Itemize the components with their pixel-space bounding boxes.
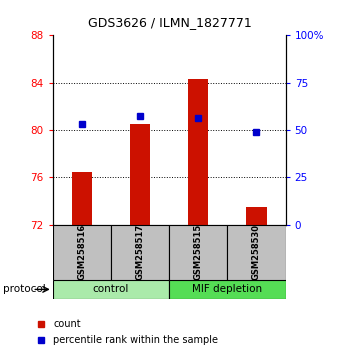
Bar bbox=[227, 225, 286, 280]
Text: control: control bbox=[93, 284, 129, 295]
Text: GSM258515: GSM258515 bbox=[194, 224, 203, 280]
Bar bbox=[169, 225, 227, 280]
Bar bbox=[130, 124, 150, 225]
Bar bbox=[72, 172, 92, 225]
Text: count: count bbox=[53, 319, 81, 329]
Text: GDS3626 / ILMN_1827771: GDS3626 / ILMN_1827771 bbox=[88, 16, 252, 29]
Bar bbox=[53, 280, 169, 299]
Bar bbox=[169, 280, 286, 299]
Text: GSM258517: GSM258517 bbox=[136, 224, 144, 280]
Bar bbox=[246, 207, 267, 225]
Text: protocol: protocol bbox=[3, 284, 46, 295]
Text: MIF depletion: MIF depletion bbox=[192, 284, 262, 295]
Text: GSM258530: GSM258530 bbox=[252, 224, 261, 280]
Bar bbox=[111, 225, 169, 280]
Bar bbox=[188, 79, 208, 225]
Text: GSM258516: GSM258516 bbox=[77, 224, 86, 280]
Text: percentile rank within the sample: percentile rank within the sample bbox=[53, 335, 218, 345]
Bar bbox=[53, 225, 111, 280]
